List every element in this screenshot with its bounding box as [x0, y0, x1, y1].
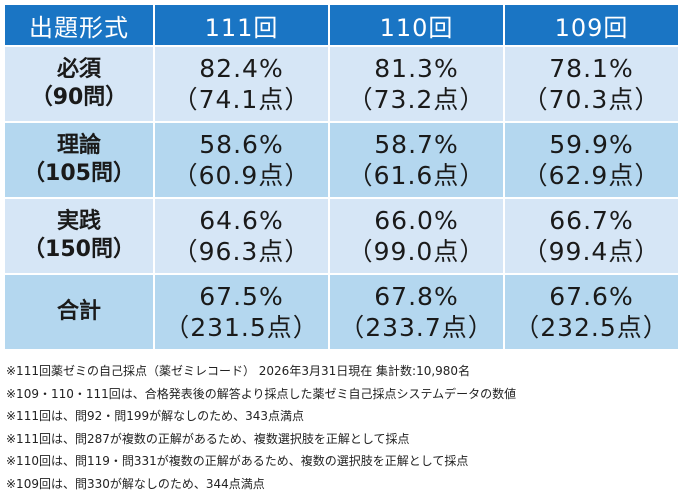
category-question-count: （105問） — [23, 161, 135, 186]
score-cell: 64.6% （96.3点） — [153, 197, 330, 275]
score-percent: 64.6% — [199, 206, 284, 235]
score-percent: 58.6% — [199, 130, 284, 159]
category-name: 実践 — [56, 209, 101, 234]
score-points: （60.9点） — [172, 161, 311, 190]
score-cell: 81.3% （73.2点） — [328, 45, 505, 123]
score-points: （61.6点） — [347, 161, 486, 190]
score-cell: 66.0% （99.0点） — [328, 197, 505, 275]
score-points: （96.3点） — [172, 237, 311, 266]
score-cell: 58.6% （60.9点） — [153, 121, 330, 199]
table-row-total: 合計 67.5% （231.5点） 67.8% （233.7点） 67.6% （… — [3, 273, 680, 351]
score-percent: 66.0% — [374, 206, 459, 235]
footnote: ※109・110・111回は、合格発表後の解答より採点した薬ゼミ自己採点システム… — [6, 386, 517, 401]
score-percent: 58.7% — [374, 130, 459, 159]
score-percent: 67.8% — [374, 282, 459, 311]
score-cell: 66.7% （99.4点） — [503, 197, 680, 275]
score-percent: 78.1% — [549, 54, 634, 83]
score-points: （233.7点） — [339, 313, 494, 342]
category-question-count: （150問） — [23, 237, 135, 262]
category-name: 合計 — [56, 299, 101, 324]
score-points: （99.4点） — [522, 237, 661, 266]
row-label-cell: 合計 — [3, 273, 155, 351]
score-points: （232.5点） — [514, 313, 669, 342]
table-header-row: 出題形式 111回 110回 109回 — [3, 3, 680, 47]
footnote: ※111回は、問287が複数の正解があるため、複数選択肢を正解として採点 — [6, 431, 410, 446]
score-percent: 66.7% — [549, 206, 634, 235]
category-name: 理論 — [56, 133, 101, 158]
score-cell: 82.4% （74.1点） — [153, 45, 330, 123]
score-table: 出題形式 111回 110回 109回 必須 （90問） 82.4% （74.1… — [3, 3, 680, 351]
footnotes: ※111回薬ゼミの自己採点（薬ゼミレコード） 2026年3月31日現在 集計数:… — [6, 360, 676, 495]
score-points: （99.0点） — [347, 237, 486, 266]
header-exam-110: 110回 — [328, 3, 505, 47]
footnote: ※110回は、問119・問331が複数の正解があるため、複数の選択肢を正解として… — [6, 454, 469, 468]
category-question-count: （90問） — [30, 85, 128, 110]
footnote: ※111回薬ゼミの自己採点（薬ゼミレコード） 2026年3月31日現在 集計数:… — [6, 364, 471, 378]
table-row-required: 必須 （90問） 82.4% （74.1点） 81.3% （73.2点） 78.… — [3, 45, 680, 123]
score-percent: 59.9% — [549, 130, 634, 159]
score-points: （70.3点） — [522, 85, 661, 114]
row-label-cell: 理論 （105問） — [3, 121, 155, 199]
score-points: （73.2点） — [347, 85, 486, 114]
header-exam-111: 111回 — [153, 3, 330, 47]
footnote: ※111回は、問92・問199が解なしのため、343点満点 — [6, 409, 305, 423]
score-points: （231.5点） — [164, 313, 319, 342]
score-cell: 59.9% （62.9点） — [503, 121, 680, 199]
score-cell: 58.7% （61.6点） — [328, 121, 505, 199]
score-cell: 67.6% （232.5点） — [503, 273, 680, 351]
score-percent: 67.6% — [549, 282, 634, 311]
table-row-practice: 実践 （150問） 64.6% （96.3点） 66.0% （99.0点） 66… — [3, 197, 680, 275]
category-name: 必須 — [56, 57, 101, 82]
score-cell: 78.1% （70.3点） — [503, 45, 680, 123]
score-percent: 81.3% — [374, 54, 459, 83]
score-cell: 67.8% （233.7点） — [328, 273, 505, 351]
footnote: ※109回は、問330が解なしのため、344点満点 — [6, 476, 265, 491]
score-percent: 82.4% — [199, 54, 284, 83]
score-points: （62.9点） — [522, 161, 661, 190]
score-cell: 67.5% （231.5点） — [153, 273, 330, 351]
row-label-cell: 必須 （90問） — [3, 45, 155, 123]
score-percent: 67.5% — [199, 282, 284, 311]
header-question-format: 出題形式 — [3, 3, 155, 47]
row-label-cell: 実践 （150問） — [3, 197, 155, 275]
table-row-theory: 理論 （105問） 58.6% （60.9点） 58.7% （61.6点） 59… — [3, 121, 680, 199]
header-exam-109: 109回 — [503, 3, 680, 47]
score-points: （74.1点） — [172, 85, 311, 114]
